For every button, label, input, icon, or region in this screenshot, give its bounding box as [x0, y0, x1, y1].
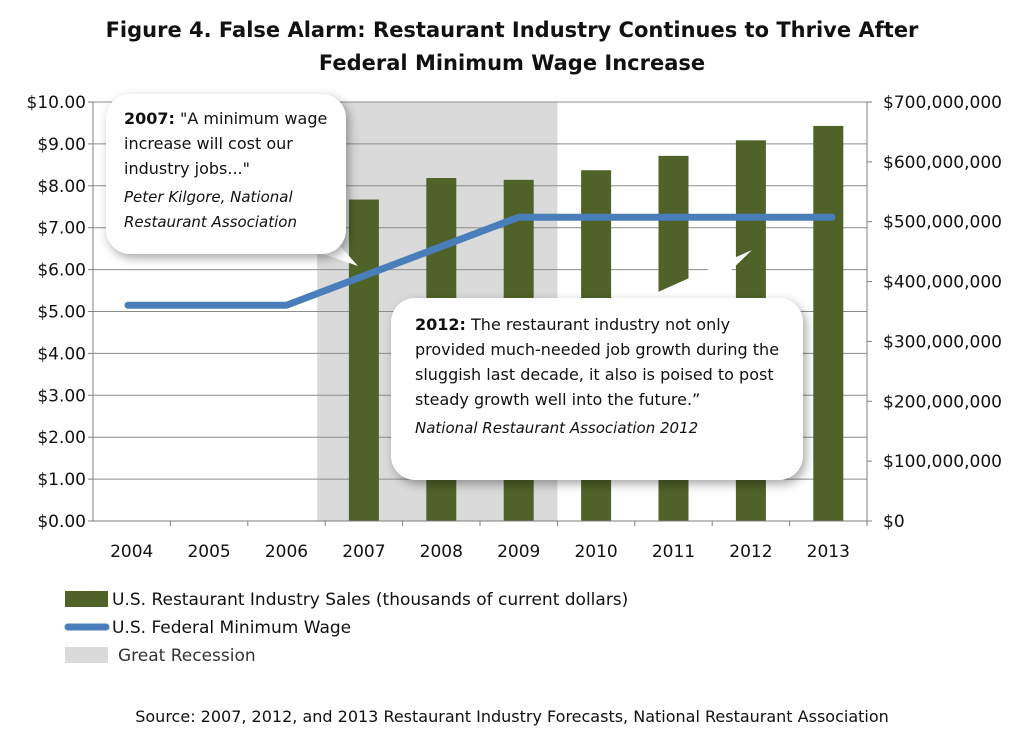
legend-label-wage: U.S. Federal Minimum Wage: [112, 618, 351, 638]
callout-2007-text: "A minimum wage increase will cost our i…: [124, 109, 328, 178]
right-tick-label: $300,000,000: [883, 332, 1002, 352]
left-tick-label: $7.00: [37, 219, 86, 239]
callout-2012-quote: 2012: The restaurant industry not only p…: [415, 312, 789, 412]
left-tick-label: $1.00: [37, 470, 86, 490]
source-note: Source: 2007, 2012, and 2013 Restaurant …: [135, 707, 889, 726]
legend-label-sales: U.S. Restaurant Industry Sales (thousand…: [112, 590, 628, 610]
left-tick-label: $2.00: [37, 428, 86, 448]
x-tick-label-2005: 2005: [187, 542, 230, 562]
callout-2007-attribution: Peter Kilgore, National Restaurant Assoc…: [124, 188, 297, 231]
callout-2007-year: 2007:: [124, 109, 175, 128]
callout-2012-tail: [640, 250, 752, 300]
min-wage-line: [124, 213, 836, 309]
chart-title-line-1: Figure 4. False Alarm: Restaurant Indust…: [106, 18, 919, 42]
callout-2012-year: 2012:: [415, 315, 466, 334]
right-tick-label: $200,000,000: [883, 392, 1002, 412]
right-tick-label: $600,000,000: [883, 153, 1002, 173]
left-tick-label: $3.00: [37, 386, 86, 406]
callout-2012-attribution: National Restaurant Association 2012: [415, 419, 699, 437]
x-tick-label-2010: 2010: [574, 542, 617, 562]
x-tick-label-2009: 2009: [497, 542, 540, 562]
callout-2012-text: The restaurant industry not only provide…: [415, 315, 780, 409]
left-tick-label: $5.00: [37, 303, 86, 323]
x-tick-label-2012: 2012: [729, 542, 772, 562]
right-tick-label: $500,000,000: [883, 213, 1002, 233]
legend-swatch-sales: [65, 591, 108, 607]
left-tick-label: $10.00: [27, 93, 86, 113]
left-tick-label: $6.00: [37, 261, 86, 281]
x-tick-label-2007: 2007: [342, 542, 385, 562]
bar-2013: [813, 125, 844, 521]
callout-2012: 2012: The restaurant industry not only p…: [391, 298, 803, 480]
callout-2007: 2007: "A minimum wage increase will cost…: [106, 94, 346, 254]
x-tick-label-2008: 2008: [420, 542, 463, 562]
right-tick-label: $400,000,000: [883, 273, 1002, 293]
right-tick-label: $100,000,000: [883, 452, 1002, 472]
right-tick-label: $700,000,000: [883, 93, 1002, 113]
x-tick-label-2004: 2004: [110, 542, 153, 562]
x-tick-label-2011: 2011: [652, 542, 695, 562]
legend-label-recession: Great Recession: [118, 646, 256, 666]
right-tick-label: $0: [883, 512, 905, 532]
bar-2007: [348, 199, 379, 521]
legend: U.S. Restaurant Industry Sales (thousand…: [64, 590, 628, 666]
axes-layer: $0.00 $1.00 $2.00 $3.00 $4.00 $5.00 $6.00 $7.00…: [27, 93, 1002, 562]
x-tick-label-2006: 2006: [265, 542, 308, 562]
callout-2007-quote: 2007: "A minimum wage increase will cost…: [124, 106, 332, 181]
left-tick-label: $9.00: [37, 135, 86, 155]
left-tick-label: $0.00: [37, 512, 86, 532]
x-tick-label-2013: 2013: [807, 542, 850, 562]
chart-title-line-2: Federal Minimum Wage Increase: [319, 51, 705, 75]
left-tick-label: $4.00: [37, 344, 86, 364]
legend-swatch-recession: [65, 647, 108, 663]
left-tick-label: $8.00: [37, 177, 86, 197]
